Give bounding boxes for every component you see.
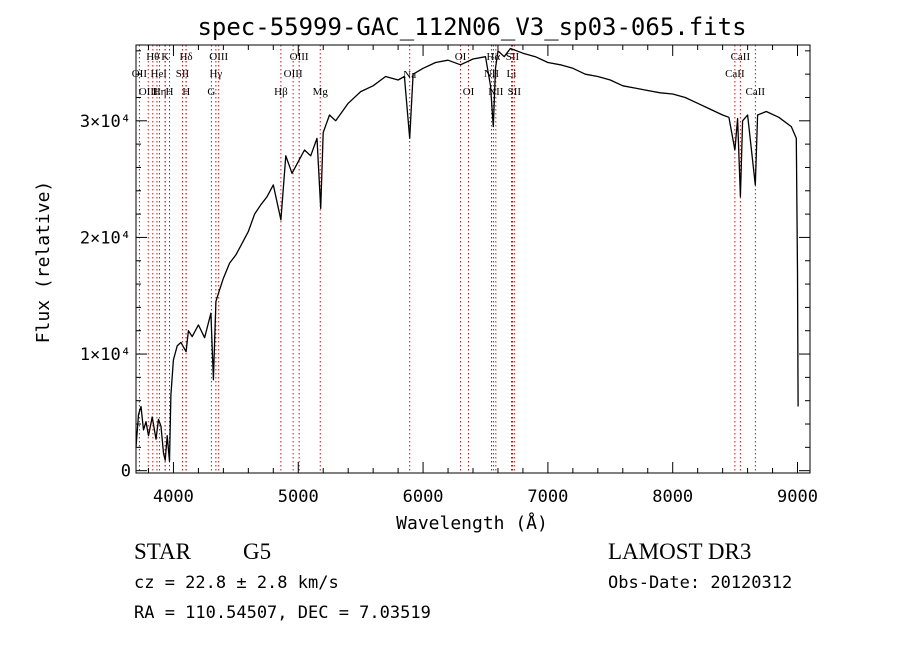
line-marker-label-6: I xyxy=(163,68,167,80)
line-marker-label-13: OIII xyxy=(209,51,228,63)
line-marker-label-23: NII xyxy=(488,86,504,98)
line-marker-label-14: Hβ xyxy=(274,86,288,98)
x-tick-label-6000: 6000 xyxy=(403,487,444,507)
line-marker-label-24: SII xyxy=(506,51,520,63)
line-marker-label-16: OIII xyxy=(290,51,309,63)
line-marker-label-29: CaII xyxy=(746,86,766,98)
line-marker-label-8: SII xyxy=(176,68,190,80)
line-marker-label-4: Hη xyxy=(153,86,167,98)
x-tick-label-4000: 4000 xyxy=(153,487,194,507)
y-tick-label-20000: 2×10⁴ xyxy=(80,228,131,248)
velocity-text: cz = 22.8 ± 2.8 km/s xyxy=(134,573,339,593)
line-marker-label-27: CaII xyxy=(725,68,745,80)
line-marker-label-15: OIII xyxy=(284,68,303,80)
line-marker-label-26: SII xyxy=(508,86,522,98)
x-tick-label-8000: 8000 xyxy=(652,487,693,507)
series-group xyxy=(135,47,799,462)
x-axis-label: Wavelength (Å) xyxy=(396,512,548,534)
line-marker-label-10: H xyxy=(182,86,190,98)
subclass-label: G5 xyxy=(243,539,272,564)
x-tick-label-7000: 7000 xyxy=(527,487,568,507)
line-marker-label-17: Mg xyxy=(313,86,329,98)
line-marker-label-19: OI xyxy=(455,51,467,63)
line-markers: OIIOIIIHθHeHηKIHSIIHδHGHγOIIIHβOIIIOIIIM… xyxy=(132,45,766,473)
x-tick-label-5000: 5000 xyxy=(278,487,319,507)
line-marker-label-7: H xyxy=(165,86,173,98)
survey-label: LAMOST DR3 xyxy=(608,539,752,564)
coordinates-text: RA = 110.54507, DEC = 7.03519 xyxy=(134,603,431,623)
line-marker-label-2: Hθ xyxy=(146,51,159,63)
y-tick-label-30000: 3×10⁴ xyxy=(80,112,131,132)
y-tick-label-10000: 1×10⁴ xyxy=(80,345,131,365)
axes: 4000 5000 6000 7000 8000 9000 0 1×10⁴ 2×10⁴ 3×10⁴ xyxy=(80,44,818,507)
line-marker-label-21: NII xyxy=(484,68,500,80)
series-line-flux xyxy=(135,47,799,462)
line-marker-label-11: G xyxy=(207,86,215,98)
chart-title: spec-55999-GAC_112N06_V3_sp03-065.fits xyxy=(197,13,746,41)
class-label: STAR xyxy=(134,539,191,564)
obs-date-text: Obs-Date: 20120312 xyxy=(608,573,793,593)
line-marker-label-3: He xyxy=(151,68,164,80)
line-marker-label-20: OI xyxy=(463,86,475,98)
y-tick-label-0: 0 xyxy=(121,462,131,482)
x-tick-label-9000: 9000 xyxy=(777,487,818,507)
y-axis-label: Flux (relative) xyxy=(33,181,54,344)
line-marker-label-28: CaII xyxy=(731,51,751,63)
line-marker-label-12: Hγ xyxy=(209,68,222,80)
line-marker-label-25: Li xyxy=(507,68,517,80)
